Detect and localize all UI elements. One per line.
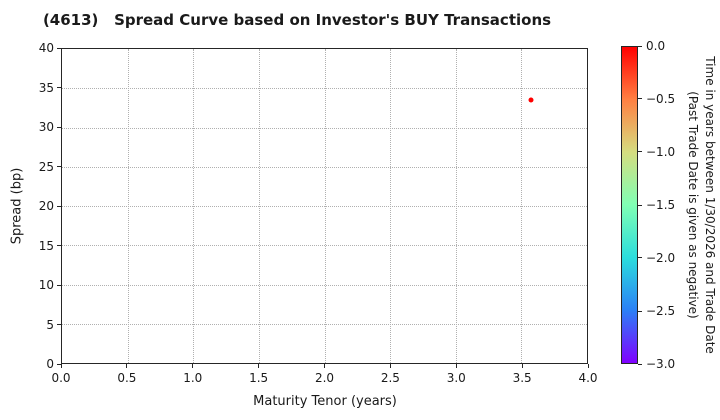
y-tick-mark: [57, 324, 61, 325]
colorbar-tick-mark: [638, 98, 642, 100]
colorbar-tick-label: −2.0: [646, 251, 676, 265]
x-tick-label: 1.0: [183, 371, 203, 385]
colorbar-tick-mark: [638, 257, 642, 259]
x-tick-label: 0.0: [51, 371, 71, 385]
x-tick-label: 4.0: [578, 371, 598, 385]
y-tick-label: 35: [38, 80, 54, 95]
y-tick-mark: [57, 205, 61, 207]
colorbar-ticks: 0.0 −0.5 −1.0 −1.5 −2.0 −2.5 −3.0: [638, 39, 698, 371]
plot-area: [61, 48, 588, 364]
x-tick-label: 3.5: [512, 371, 532, 385]
colorbar-tick-label: −3.0: [646, 357, 676, 371]
y-tick-mark: [57, 284, 61, 286]
x-tick-label: 3.0: [446, 371, 466, 385]
colorbar-tick-label: −2.5: [646, 304, 676, 318]
y-tick-label: 25: [38, 159, 54, 174]
x-tick-mark: [521, 364, 523, 368]
x-tick-mark: [192, 364, 194, 368]
colorbar-tick-label: −0.5: [646, 92, 676, 106]
y-axis-tick-marks: [57, 47, 61, 365]
y-tick-label: 0: [46, 357, 54, 371]
y-tick-mark: [57, 126, 61, 128]
x-tick-mark: [389, 364, 391, 368]
gridline-horizontal: [62, 323, 587, 325]
y-tick-label: 5: [46, 317, 54, 332]
y-tick-mark: [57, 87, 61, 88]
y-tick-mark: [57, 166, 61, 167]
y-tick-label: 15: [38, 238, 54, 253]
y-tick-label: 10: [38, 278, 54, 292]
gridline-horizontal: [62, 206, 587, 207]
colorbar-tick-mark: [638, 310, 642, 312]
y-tick-mark: [57, 363, 61, 365]
colorbar-tick-mark: [638, 363, 642, 365]
x-tick-mark: [587, 364, 589, 368]
gridline-horizontal: [62, 284, 587, 286]
x-tick-label: 1.5: [249, 371, 269, 385]
x-tick-mark: [126, 364, 128, 368]
y-tick-mark: [57, 47, 61, 49]
y-tick-label: 30: [38, 120, 54, 134]
gridline-horizontal: [62, 166, 587, 168]
x-axis-ticks: 0.0 0.5 1.0 1.5 2.0 2.5 3.0 3.5 4.0: [51, 364, 598, 396]
y-axis-ticks: 0 5 10 15 20 25 30 35 40: [0, 41, 54, 371]
x-tick-mark: [60, 364, 62, 368]
colorbar-tick-mark: [638, 204, 642, 206]
y-tick-label: 20: [38, 199, 54, 213]
colorbar-tick-label: −1.0: [646, 145, 676, 159]
y-axis-label: Spread (bp): [9, 167, 25, 245]
colorbar-label-line2: (Past Trade Date is given as negative): [686, 91, 700, 319]
x-tick-label: 2.5: [380, 371, 400, 385]
gridline-horizontal: [62, 245, 587, 247]
colorbar-tick-label: −1.5: [646, 198, 676, 212]
colorbar: [621, 46, 638, 364]
colorbar-tick-label: 0.0: [646, 39, 666, 53]
colorbar-label: Time in years between 1/30/2026 and Trad…: [684, 56, 718, 354]
gridline-horizontal: [62, 127, 587, 129]
x-tick-label: 2.0: [314, 371, 335, 385]
x-tick-mark: [455, 364, 457, 368]
y-tick-mark: [57, 245, 61, 246]
x-tick-label: 0.5: [117, 371, 137, 385]
x-axis-label: Maturity Tenor (years): [253, 394, 397, 409]
colorbar-tick-mark: [638, 45, 642, 47]
chart-title: (4613) Spread Curve based on Investor's …: [42, 11, 552, 29]
colorbar-tick-mark: [638, 151, 642, 153]
y-tick-label: 40: [38, 41, 54, 55]
gridline-horizontal: [62, 88, 587, 90]
colorbar-label-line1: Time in years between 1/30/2026 and Trad…: [703, 56, 717, 354]
scatter-point: [528, 97, 534, 103]
x-tick-mark: [258, 364, 260, 368]
x-tick-mark: [324, 364, 325, 368]
